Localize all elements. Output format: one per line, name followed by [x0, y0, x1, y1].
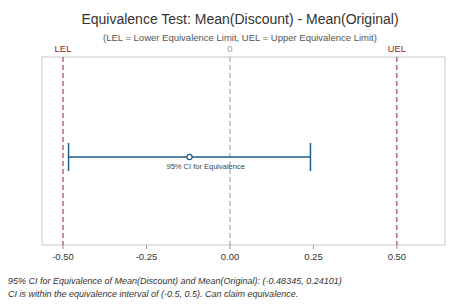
x-tick — [396, 245, 397, 249]
x-tick-label: 0.25 — [304, 251, 323, 262]
note: CI is within the equivalence interval of… — [8, 289, 298, 299]
plot-frame — [42, 57, 445, 245]
estimate-point — [187, 154, 192, 159]
reference-label: LEL — [55, 43, 72, 54]
chart-container: Equivalence Test: Mean(Discount) - Mean(… — [0, 0, 459, 306]
reference-label: UEL — [388, 43, 406, 54]
ci-lower-cap — [68, 143, 70, 171]
x-tick-label: -0.50 — [52, 251, 74, 262]
x-tick — [63, 245, 64, 249]
reference-line — [63, 57, 64, 245]
ci-label: 95% CI for Equivalence — [167, 162, 245, 171]
reference-line — [229, 57, 230, 245]
x-tick — [146, 245, 147, 249]
ci-upper-cap — [310, 143, 312, 171]
title: Equivalence Test: Mean(Discount) - Mean(… — [81, 11, 398, 27]
subtitle: (LEL = Lower Equivalence Limit, UEL = Up… — [103, 32, 377, 43]
x-tick — [229, 245, 230, 249]
reference-line — [396, 57, 397, 245]
reference-label: 0 — [227, 43, 232, 54]
x-tick-label: 0.00 — [221, 251, 240, 262]
x-tick-label: -0.25 — [136, 251, 158, 262]
x-tick — [313, 245, 314, 249]
note: 95% CI for Equivalence of Mean(Discount)… — [8, 276, 342, 286]
chart-svg: Equivalence Test: Mean(Discount) - Mean(… — [0, 0, 459, 306]
plot-area — [63, 57, 397, 245]
x-tick-label: 0.50 — [388, 251, 407, 262]
